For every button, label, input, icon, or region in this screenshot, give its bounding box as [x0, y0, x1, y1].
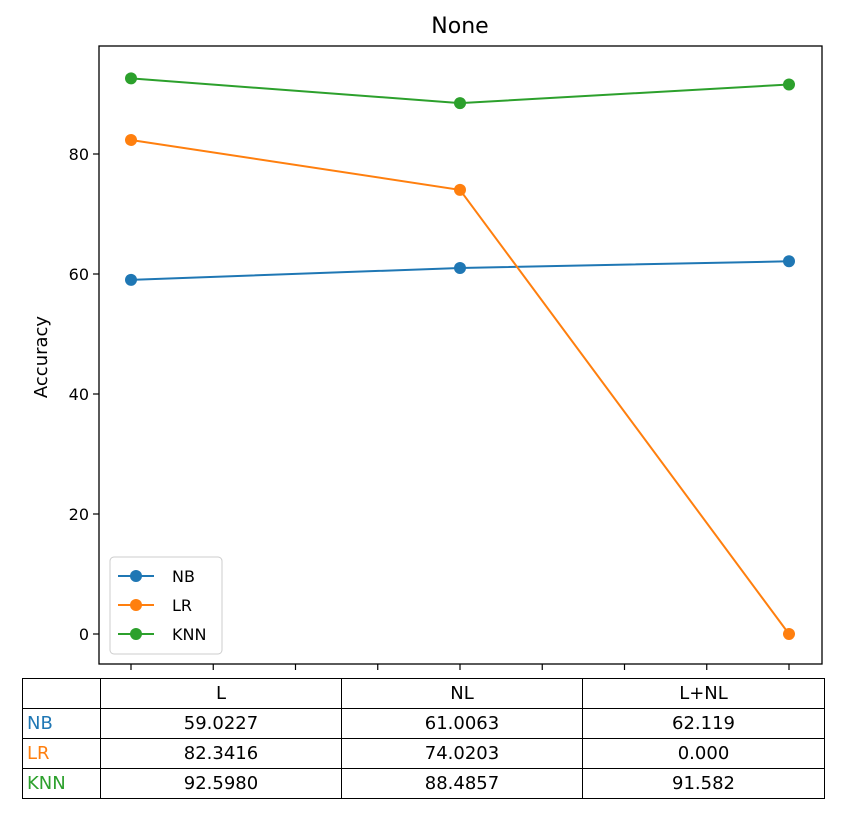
data-point	[783, 628, 795, 640]
data-point	[783, 78, 795, 91]
chart-title: None	[431, 14, 488, 39]
y-tick-label: 60	[69, 265, 89, 284]
series-layer	[125, 72, 795, 640]
y-tick-label: 80	[69, 145, 89, 164]
table-cell: 0.000	[582, 738, 825, 769]
data-point	[454, 97, 466, 110]
axis-ticks: 0 20 40 60 80	[69, 145, 790, 670]
series-knn	[125, 72, 795, 110]
table-cell: 61.0063	[341, 708, 583, 739]
data-table: L NL L+NL NB 59.0227 61.0063 62.119 LR 8…	[22, 678, 825, 799]
legend-marker	[130, 599, 142, 611]
table-cell: 92.5980	[100, 768, 342, 799]
series-line	[130, 138, 790, 635]
row-label: NB	[22, 708, 101, 739]
y-tick-label: 0	[79, 625, 89, 644]
row-label: KNN	[22, 768, 101, 799]
legend: NB LR KNN	[109, 556, 223, 655]
legend-entry: NB	[118, 567, 195, 586]
column-header: NL	[341, 678, 583, 709]
column-header: L	[100, 678, 342, 709]
table-cell: 88.4857	[341, 768, 583, 799]
legend-marker	[130, 570, 142, 582]
data-point	[125, 133, 137, 146]
table-cell: 62.119	[582, 708, 825, 739]
data-point	[783, 255, 795, 268]
legend-label: LR	[172, 596, 192, 615]
table-row: KNN 92.5980 88.4857 91.582	[22, 768, 825, 799]
table-row: LR 82.3416 74.0203 0.000	[22, 738, 825, 769]
legend-entry: KNN	[118, 625, 206, 644]
data-point	[454, 183, 466, 196]
y-tick-label: 20	[69, 505, 89, 524]
table-corner-cell	[22, 678, 101, 709]
legend-label: KNN	[172, 625, 206, 644]
legend-marker	[130, 628, 142, 640]
column-header: L+NL	[582, 678, 825, 709]
table-cell: 82.3416	[100, 738, 342, 769]
legend-label: NB	[172, 567, 195, 586]
table-header-row: L NL L+NL	[22, 678, 825, 709]
y-axis-label: Accuracy	[31, 316, 52, 399]
data-point	[454, 261, 466, 274]
line-chart: None Accuracy 0 20 40 60 80 NB LR KNN	[31, 14, 823, 670]
series-lr	[125, 133, 795, 640]
y-tick-label: 40	[69, 385, 89, 404]
series-nb	[125, 255, 795, 286]
table-cell: 91.582	[582, 768, 825, 799]
table-row: NB 59.0227 61.0063 62.119	[22, 708, 825, 739]
data-point	[125, 72, 137, 85]
plot-frame	[98, 45, 823, 665]
row-label: LR	[22, 738, 101, 769]
legend-entry: LR	[118, 596, 192, 615]
table-cell: 59.0227	[100, 708, 342, 739]
table-cell: 74.0203	[341, 738, 583, 769]
data-point	[125, 273, 137, 286]
